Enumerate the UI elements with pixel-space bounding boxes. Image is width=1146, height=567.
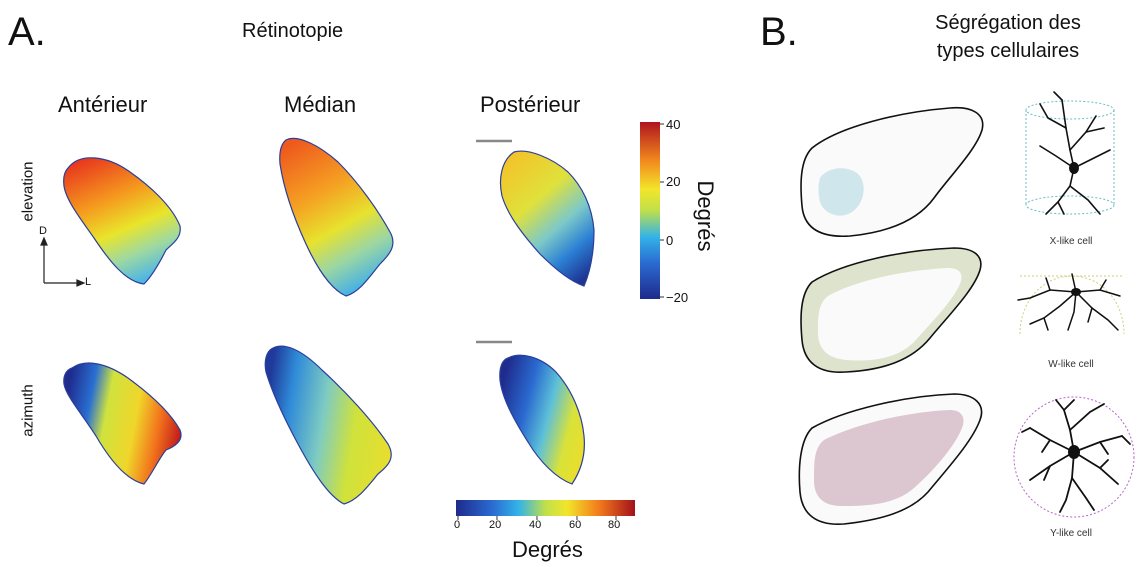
map-azimuth-median xyxy=(264,345,392,505)
x-like-neuron-illustration xyxy=(1025,91,1115,215)
y-like-neuron-illustration xyxy=(1013,396,1135,518)
column-header-anterior: Antérieur xyxy=(58,92,148,117)
x-cell-caption: X-like cell xyxy=(1049,236,1093,247)
orientation-axes xyxy=(40,236,86,287)
hcb-tick-0: 0 xyxy=(454,519,461,531)
hcb-ticks xyxy=(457,516,617,520)
w-cell-caption: W-like cell xyxy=(1048,359,1094,370)
x-cell-region xyxy=(818,168,864,216)
w-cell-inner xyxy=(818,268,962,361)
column-header-posterior: Postérieur xyxy=(480,92,581,117)
panel-a-letter: A. xyxy=(8,10,46,54)
horizontal-colorbar xyxy=(456,500,635,516)
vertical-colorbar xyxy=(640,122,660,299)
map-elevation-posterior xyxy=(499,150,595,287)
map-azimuth-anterior xyxy=(63,362,182,485)
y-cell-caption: Y-like cell xyxy=(1050,528,1092,539)
map-elevation-median xyxy=(279,137,394,297)
panel-b-title-line1: Ségrégation des xyxy=(935,12,1081,34)
axis-l-label: L xyxy=(85,276,92,288)
panel-b-title-line2: types cellulaires xyxy=(936,40,1080,62)
vcb-tick-0: 0 xyxy=(666,233,674,248)
map-elevation-anterior xyxy=(63,157,181,285)
vcb-tick-20: 20 xyxy=(666,174,681,189)
panel-b-letter: B. xyxy=(760,10,798,54)
hcb-tick-20: 20 xyxy=(489,519,502,531)
hcb-tick-60: 60 xyxy=(569,519,582,531)
axis-d-label: D xyxy=(39,225,47,237)
hcb-tick-40: 40 xyxy=(529,519,542,531)
column-header-median: Médian xyxy=(284,92,357,117)
panel-a-title: Rétinotopie xyxy=(242,20,344,42)
w-like-neuron-illustration xyxy=(1017,273,1125,335)
hcb-tick-80: 80 xyxy=(608,519,621,531)
vcb-tick-40: 40 xyxy=(666,117,681,132)
y-cell-region xyxy=(814,410,964,506)
hcb-title: Degrés xyxy=(512,537,583,562)
vcb-tick-minus20: −20 xyxy=(666,290,689,305)
vcb-ticks xyxy=(660,123,664,298)
map-azimuth-posterior xyxy=(499,354,585,485)
